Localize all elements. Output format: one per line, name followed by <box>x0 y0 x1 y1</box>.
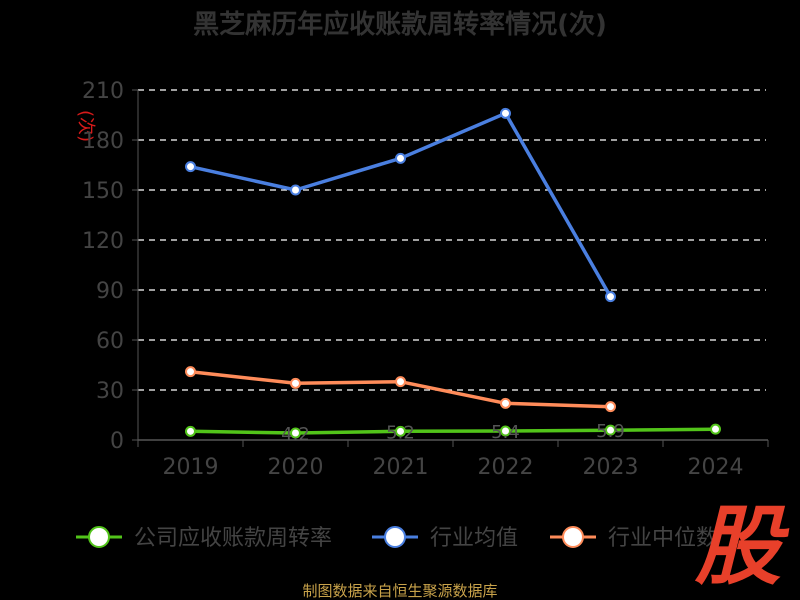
legend-swatch-marker <box>88 526 110 548</box>
legend-item[interactable]: 行业均值 <box>372 526 518 551</box>
series-line-1 <box>188 111 613 299</box>
series-line-0 <box>188 427 718 435</box>
data-point <box>290 377 301 389</box>
data-point <box>710 423 721 435</box>
data-point <box>500 107 511 119</box>
y-tick-label: 210 <box>82 79 124 104</box>
legend-label: 行业均值 <box>430 526 518 551</box>
x-tick-label: 2022 <box>478 455 534 480</box>
legend-label: 行业中位数 <box>608 526 718 551</box>
data-source-note: 制图数据来自恒生聚源数据库 <box>302 582 497 600</box>
data-point <box>395 425 406 437</box>
data-point <box>290 184 301 196</box>
data-point <box>185 366 196 378</box>
x-tick-label: 2023 <box>583 455 639 480</box>
series-lines: 4.2 5.2 5.4 5.9 <box>185 107 721 445</box>
x-tick-label: 2020 <box>268 455 324 480</box>
x-tick-label: 2019 <box>163 455 219 480</box>
axes: 0 30 60 90 120 150 180 210 2019 2020 2021 2022 2023 2… <box>82 79 769 480</box>
chart-title: 黑芝麻历年应收账款周转率情况(次) <box>193 9 607 40</box>
data-point <box>185 161 196 173</box>
grid-lines <box>138 89 766 391</box>
data-point <box>185 425 196 437</box>
x-tick-label: 2024 <box>688 455 744 480</box>
y-tick-label: 90 <box>96 279 124 304</box>
y-tick-label: 150 <box>82 179 124 204</box>
legend-swatch-marker <box>562 526 584 548</box>
stock-logo: 股 <box>694 497 790 597</box>
data-label: 5.4 <box>491 422 520 443</box>
y-tick-label: 60 <box>96 329 124 354</box>
legend-swatch-marker <box>384 526 406 548</box>
x-tick-label: 2021 <box>373 455 429 480</box>
y-tick-label: 30 <box>96 379 124 404</box>
data-point <box>500 397 511 409</box>
data-point <box>395 376 406 388</box>
y-tick-label: 0 <box>110 429 124 454</box>
legend-item[interactable]: 公司应收账款周转率 <box>76 526 332 551</box>
y-tick-label: 180 <box>82 129 124 154</box>
data-point <box>605 424 616 436</box>
legend-item[interactable]: 行业中位数 <box>550 526 718 551</box>
legend-label: 公司应收账款周转率 <box>134 526 332 551</box>
data-point <box>395 152 406 164</box>
data-point <box>500 425 511 437</box>
data-label: 5.9 <box>596 421 625 442</box>
y-tick-label: 120 <box>82 229 124 254</box>
data-label: 4.2 <box>281 424 310 445</box>
data-point <box>605 291 616 303</box>
data-point <box>290 427 301 439</box>
legend[interactable]: 公司应收账款周转率 行业均值 行业中位数 <box>76 526 718 551</box>
data-point <box>605 401 616 413</box>
y-axis-unit-label: (次) <box>75 110 96 142</box>
data-label: 5.2 <box>386 422 415 443</box>
